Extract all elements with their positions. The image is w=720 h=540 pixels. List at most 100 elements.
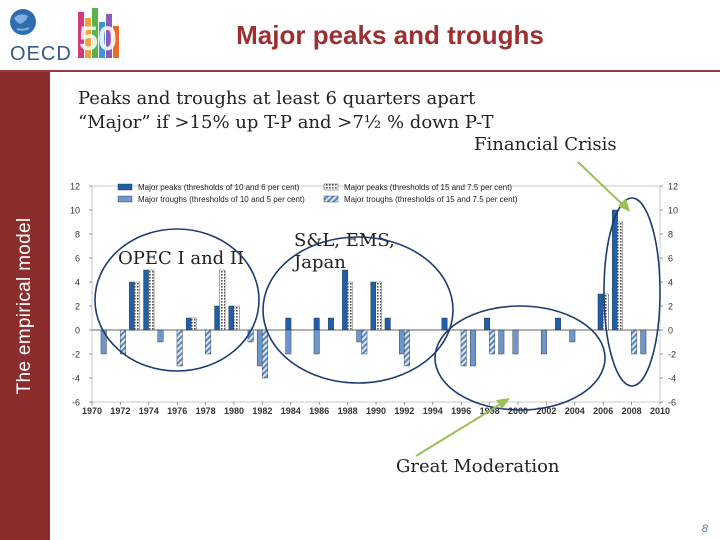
subtitle-line-1: Peaks and troughs at least 6 quarters ap… (78, 88, 476, 109)
page-number: 8 (702, 523, 709, 535)
ytick-label-right-8: 8 (668, 230, 673, 240)
bar-dotted-1980 (233, 305, 240, 331)
bar-solid-dark-1986 (313, 317, 320, 331)
side-bar: The empirical model (0, 72, 50, 540)
ytick-label-right-2: 2 (668, 302, 673, 312)
ytick-label-left-12: 12 (70, 182, 80, 192)
bar-solid-dark-1977 (185, 317, 192, 331)
header-rule (0, 70, 720, 72)
opec-label: OPEC I and II (118, 248, 245, 269)
xtick-label-1990: 1990 (366, 406, 386, 416)
ytick-label-left--2: -2 (72, 350, 80, 360)
xtick-label-1994: 1994 (423, 406, 443, 416)
bar-dotted-2007 (616, 221, 623, 331)
bar-solid-dark-1998 (484, 317, 491, 331)
xtick-label-1980: 1980 (224, 406, 244, 416)
great-moderation-label: Great Moderation (396, 456, 560, 477)
legend-swatch-1 (117, 195, 133, 203)
ytick-label-left--4: -4 (72, 374, 80, 384)
bar-hatched-1996 (460, 329, 467, 367)
bar-hatched-2008 (631, 329, 638, 355)
ytick-label-left--6: -6 (72, 398, 80, 408)
bar-solid-light-2002 (540, 329, 547, 355)
bar-hatched-1972 (119, 329, 126, 355)
bar-solid-dark-1979 (214, 305, 221, 331)
ytick-label-right-12: 12 (668, 182, 678, 192)
ytick-label-right--2: -2 (668, 350, 676, 360)
xtick-label-1970: 1970 (82, 406, 102, 416)
xtick-label-2002: 2002 (536, 406, 556, 416)
bar-dotted-1988 (347, 281, 354, 331)
bar-solid-dark-1987 (327, 317, 334, 331)
bar-solid-light-1997 (469, 329, 476, 367)
bar-solid-dark-1988 (342, 269, 349, 331)
legend-swatch-3 (323, 195, 339, 203)
xtick-label-1982: 1982 (252, 406, 272, 416)
legend-swatch-2 (323, 183, 339, 191)
ytick-label-right--6: -6 (668, 398, 676, 408)
xtick-label-1974: 1974 (139, 406, 159, 416)
financial-crisis-label: Financial Crisis (474, 134, 617, 155)
bar-dotted-1990 (375, 281, 382, 331)
bar-solid-dark-1984 (285, 317, 292, 331)
xtick-label-1972: 1972 (110, 406, 130, 416)
legend-label-3: Major troughs (thresholds of 15 and 7.5 … (344, 195, 518, 204)
bar-hatched-1992 (403, 329, 410, 367)
bar-hatched-1982 (261, 329, 268, 379)
ytick-label-right-6: 6 (668, 254, 673, 264)
ytick-label-right-4: 4 (668, 278, 673, 288)
ytick-label-left-6: 6 (75, 254, 80, 264)
bar-solid-light-1992 (398, 329, 405, 355)
bar-solid-light-1975 (157, 329, 164, 343)
xtick-label-1998: 1998 (480, 406, 500, 416)
bar-solid-dark-1990 (370, 281, 377, 331)
bar-hatched-1978 (205, 329, 212, 355)
side-label: The empirical model (14, 217, 35, 395)
bar-solid-dark-1995 (441, 317, 448, 331)
oecd-50-mark (78, 8, 119, 58)
bar-solid-light-1986 (313, 329, 320, 355)
bar-solid-dark-2007 (611, 209, 618, 331)
xtick-label-1992: 1992 (394, 406, 414, 416)
bar-solid-light-1982 (256, 329, 263, 367)
legend-label-2: Major peaks (thresholds of 15 and 7.5 pe… (344, 183, 512, 192)
bar-solid-dark-2003 (555, 317, 562, 331)
xtick-label-2010: 2010 (650, 406, 670, 416)
logo-text: OECD (10, 43, 72, 64)
bar-solid-light-2009 (640, 329, 647, 355)
xtick-label-2006: 2006 (593, 406, 613, 416)
bar-solid-light-1989 (356, 329, 363, 343)
ytick-label-left-10: 10 (70, 206, 80, 216)
sl-label-line-2: Japan (294, 252, 346, 273)
xtick-label-1984: 1984 (281, 406, 301, 416)
bar-solid-dark-1980 (228, 305, 235, 331)
bar-solid-dark-1973 (129, 281, 136, 331)
bar-dotted-1979 (219, 269, 226, 331)
xtick-label-1996: 1996 (451, 406, 471, 416)
xtick-label-1988: 1988 (338, 406, 358, 416)
subtitle-line-2: “Major” if >15% up T-P and >7½ % down P-… (78, 112, 494, 133)
page-title: Major peaks and troughs (236, 20, 544, 50)
ytick-label-left-2: 2 (75, 302, 80, 312)
bar-solid-dark-2006 (597, 293, 604, 331)
logo-number: 50 (79, 20, 117, 58)
bar-solid-light-1984 (285, 329, 292, 355)
bar-hatched-1998 (489, 329, 496, 355)
legend-label-0: Major peaks (thresholds of 10 and 6 per … (138, 183, 300, 192)
ytick-label-left-8: 8 (75, 230, 80, 240)
sl-label-line-1: S&L, EMS, (294, 230, 395, 251)
xtick-label-2008: 2008 (622, 406, 642, 416)
bar-hatched-1989 (361, 329, 368, 355)
bar-dotted-1973 (134, 281, 141, 331)
ytick-label-right-10: 10 (668, 206, 678, 216)
bar-solid-light-1999 (498, 329, 505, 355)
bar-solid-light-2004 (569, 329, 576, 343)
ytick-label-right-0: 0 (668, 326, 673, 336)
bar-hatched-1981 (247, 329, 254, 343)
bar-solid-dark-1991 (384, 317, 391, 331)
opec-annotation: OPEC I and II (118, 248, 244, 270)
ytick-label-right--4: -4 (668, 374, 676, 384)
xtick-label-1976: 1976 (167, 406, 187, 416)
bar-hatched-1976 (176, 329, 183, 367)
xtick-label-2004: 2004 (565, 406, 585, 416)
